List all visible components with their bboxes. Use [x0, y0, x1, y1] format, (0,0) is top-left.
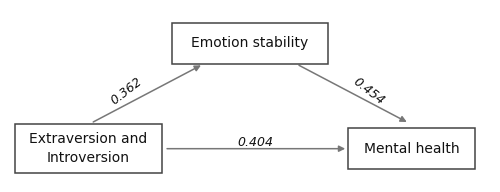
Text: 0.454: 0.454: [350, 75, 387, 108]
Text: Mental health: Mental health: [364, 142, 460, 156]
Text: Emotion stability: Emotion stability: [192, 36, 308, 50]
FancyBboxPatch shape: [172, 23, 328, 64]
Text: 0.362: 0.362: [108, 75, 144, 108]
Text: Extraversion and
Introversion: Extraversion and Introversion: [29, 132, 148, 166]
Text: 0.404: 0.404: [237, 136, 273, 149]
FancyBboxPatch shape: [348, 128, 476, 169]
FancyBboxPatch shape: [15, 124, 162, 173]
